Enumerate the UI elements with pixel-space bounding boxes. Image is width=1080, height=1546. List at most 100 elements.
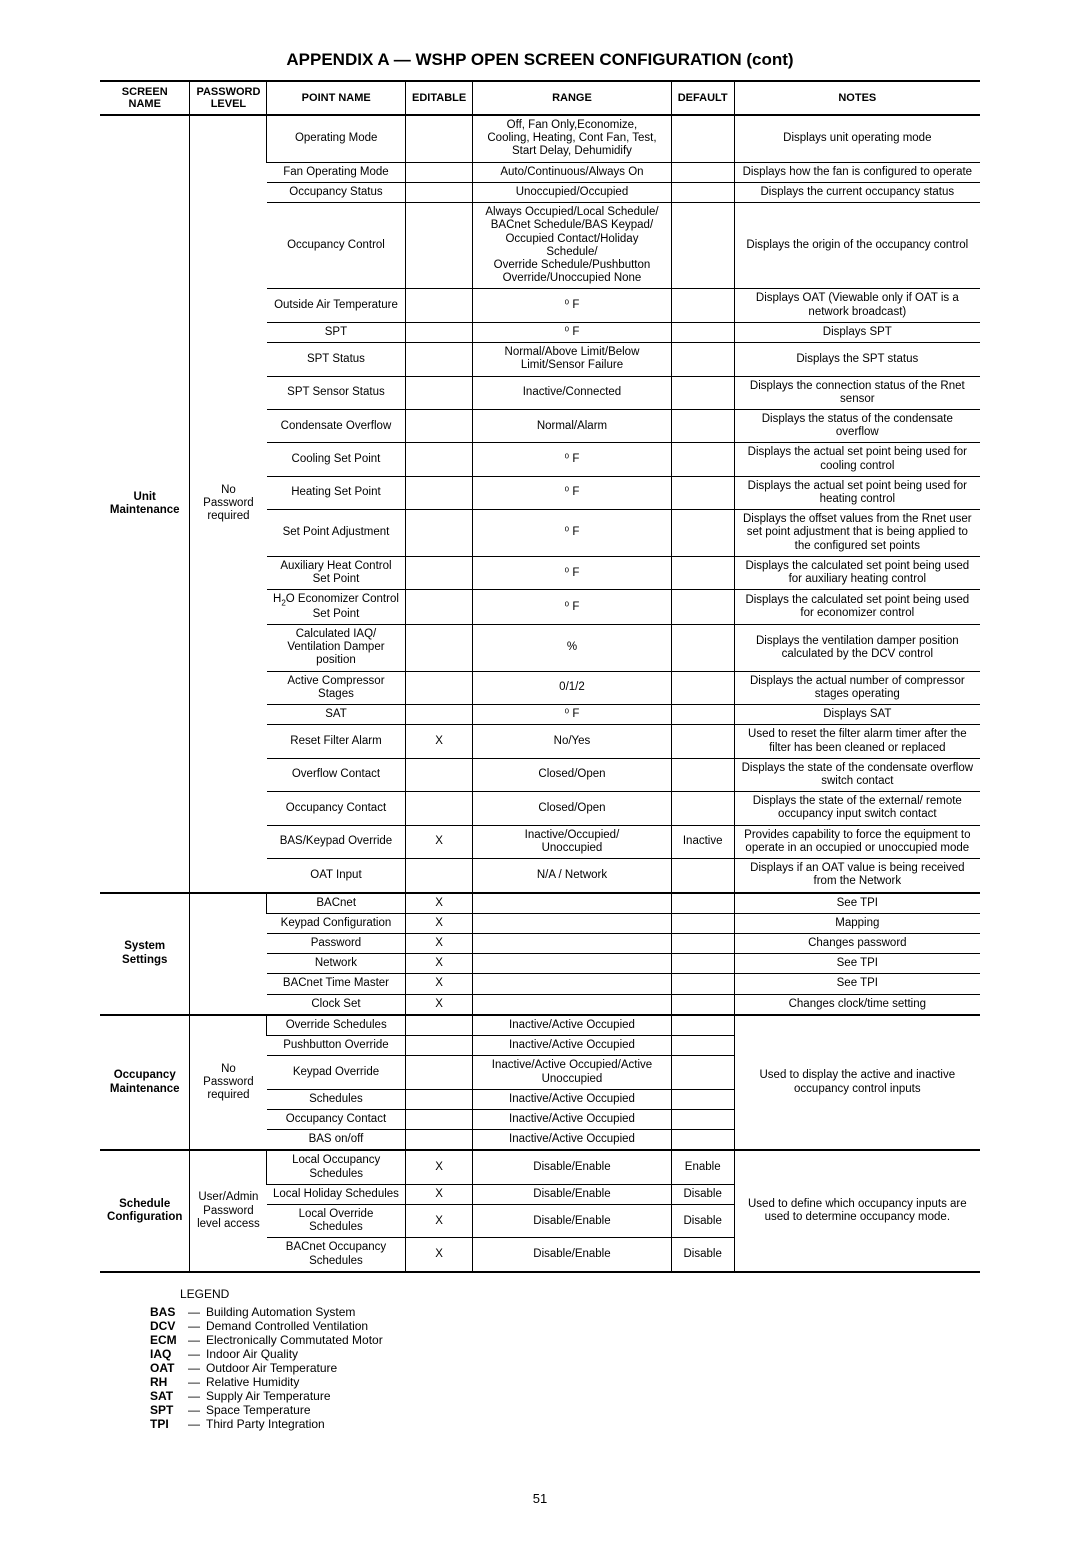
range: Inactive/Occupied/Unoccupied bbox=[473, 825, 672, 858]
th-editable: EDITABLE bbox=[406, 81, 473, 115]
default bbox=[671, 1015, 734, 1036]
notes: Displays the state of the condensate ove… bbox=[734, 758, 980, 791]
th-notes: NOTES bbox=[734, 81, 980, 115]
range: Inactive/Active Occupied bbox=[473, 1109, 672, 1129]
editable bbox=[406, 376, 473, 409]
editable bbox=[406, 590, 473, 625]
legend-item: ECM—Electronically Commutated Motor bbox=[150, 1333, 980, 1347]
default bbox=[671, 933, 734, 953]
notes: Displays the calculated set point being … bbox=[734, 556, 980, 589]
legend-item: OAT—Outdoor Air Temperature bbox=[150, 1361, 980, 1375]
notes: Used to display the active and inactive … bbox=[734, 1015, 980, 1151]
editable: X bbox=[406, 893, 473, 914]
default bbox=[671, 115, 734, 162]
notes: Used to define which occupancy inputs ar… bbox=[734, 1150, 980, 1272]
range: % bbox=[473, 625, 672, 672]
table-row: ScheduleConfigurationUser/Admin Password… bbox=[100, 1150, 980, 1184]
default bbox=[671, 343, 734, 376]
default bbox=[671, 590, 734, 625]
range: Closed/Open bbox=[473, 758, 672, 791]
point-name: Occupancy Status bbox=[267, 182, 406, 202]
notes: Displays how the fan is configured to op… bbox=[734, 162, 980, 182]
notes: Displays the actual number of compressor… bbox=[734, 671, 980, 704]
editable bbox=[406, 625, 473, 672]
default: Enable bbox=[671, 1150, 734, 1184]
range: Disable/Enable bbox=[473, 1238, 672, 1272]
legend-desc: Relative Humidity bbox=[206, 1375, 299, 1389]
editable bbox=[406, 203, 473, 289]
range: N/A / Network bbox=[473, 859, 672, 893]
range bbox=[473, 974, 672, 994]
range: ⁰ F bbox=[473, 705, 672, 725]
legend-desc: Building Automation System bbox=[206, 1305, 355, 1319]
th-range: RANGE bbox=[473, 81, 672, 115]
range: Inactive/Active Occupied/Active Unoccupi… bbox=[473, 1056, 672, 1089]
notes: Displays unit operating mode bbox=[734, 115, 980, 162]
default bbox=[671, 203, 734, 289]
point-name: BAS on/off bbox=[267, 1130, 406, 1151]
password-level: User/Admin Password level access bbox=[190, 1150, 267, 1272]
legend-abbr: IAQ bbox=[150, 1347, 188, 1361]
legend-desc: Space Temperature bbox=[206, 1403, 311, 1417]
point-name: Schedules bbox=[267, 1089, 406, 1109]
point-name: Password bbox=[267, 933, 406, 953]
editable bbox=[406, 1036, 473, 1056]
default bbox=[671, 443, 734, 476]
notes: Displays the actual set point being used… bbox=[734, 443, 980, 476]
editable bbox=[406, 705, 473, 725]
password-level: No Password required bbox=[190, 115, 267, 893]
notes: See TPI bbox=[734, 893, 980, 914]
notes: Displays the SPT status bbox=[734, 343, 980, 376]
legend-abbr: SPT bbox=[150, 1403, 188, 1417]
th-default: DEFAULT bbox=[671, 81, 734, 115]
default bbox=[671, 758, 734, 791]
table-row: System SettingsBACnetXSee TPI bbox=[100, 893, 980, 914]
legend-item: DCV—Demand Controlled Ventilation bbox=[150, 1319, 980, 1333]
legend-desc: Electronically Commutated Motor bbox=[206, 1333, 383, 1347]
legend-desc: Supply Air Temperature bbox=[206, 1389, 331, 1403]
range: ⁰ F bbox=[473, 556, 672, 589]
notes: Used to reset the filter alarm timer aft… bbox=[734, 725, 980, 758]
password-level bbox=[190, 893, 267, 1015]
notes: Mapping bbox=[734, 913, 980, 933]
point-name: Network bbox=[267, 954, 406, 974]
point-name: Keypad Override bbox=[267, 1056, 406, 1089]
default bbox=[671, 476, 734, 509]
legend-item: RH—Relative Humidity bbox=[150, 1375, 980, 1389]
notes: Changes clock/time setting bbox=[734, 994, 980, 1015]
point-name: Calculated IAQ/ Ventilation Damper posit… bbox=[267, 625, 406, 672]
range: Inactive/Active Occupied bbox=[473, 1130, 672, 1151]
notes: Displays the state of the external/ remo… bbox=[734, 792, 980, 825]
notes: Displays the origin of the occupancy con… bbox=[734, 203, 980, 289]
default bbox=[671, 792, 734, 825]
default bbox=[671, 376, 734, 409]
range: ⁰ F bbox=[473, 443, 672, 476]
default bbox=[671, 1089, 734, 1109]
default bbox=[671, 913, 734, 933]
editable bbox=[406, 289, 473, 322]
notes: Displays the offset values from the Rnet… bbox=[734, 510, 980, 557]
editable: X bbox=[406, 933, 473, 953]
editable bbox=[406, 115, 473, 162]
range: Disable/Enable bbox=[473, 1205, 672, 1238]
range: Inactive/Active Occupied bbox=[473, 1089, 672, 1109]
range bbox=[473, 994, 672, 1015]
default: Disable bbox=[671, 1238, 734, 1272]
legend-abbr: OAT bbox=[150, 1361, 188, 1375]
editable: X bbox=[406, 1238, 473, 1272]
point-name: Condensate Overflow bbox=[267, 409, 406, 442]
default bbox=[671, 974, 734, 994]
range: Inactive/Active Occupied bbox=[473, 1036, 672, 1056]
screen-name: UnitMaintenance bbox=[100, 115, 190, 893]
default bbox=[671, 893, 734, 914]
editable bbox=[406, 409, 473, 442]
legend-title: LEGEND bbox=[180, 1287, 980, 1301]
legend-abbr: DCV bbox=[150, 1319, 188, 1333]
range: 0/1/2 bbox=[473, 671, 672, 704]
default bbox=[671, 625, 734, 672]
editable bbox=[406, 1015, 473, 1036]
range bbox=[473, 893, 672, 914]
legend-dash: — bbox=[188, 1375, 206, 1389]
default bbox=[671, 322, 734, 342]
point-name: Override Schedules bbox=[267, 1015, 406, 1036]
